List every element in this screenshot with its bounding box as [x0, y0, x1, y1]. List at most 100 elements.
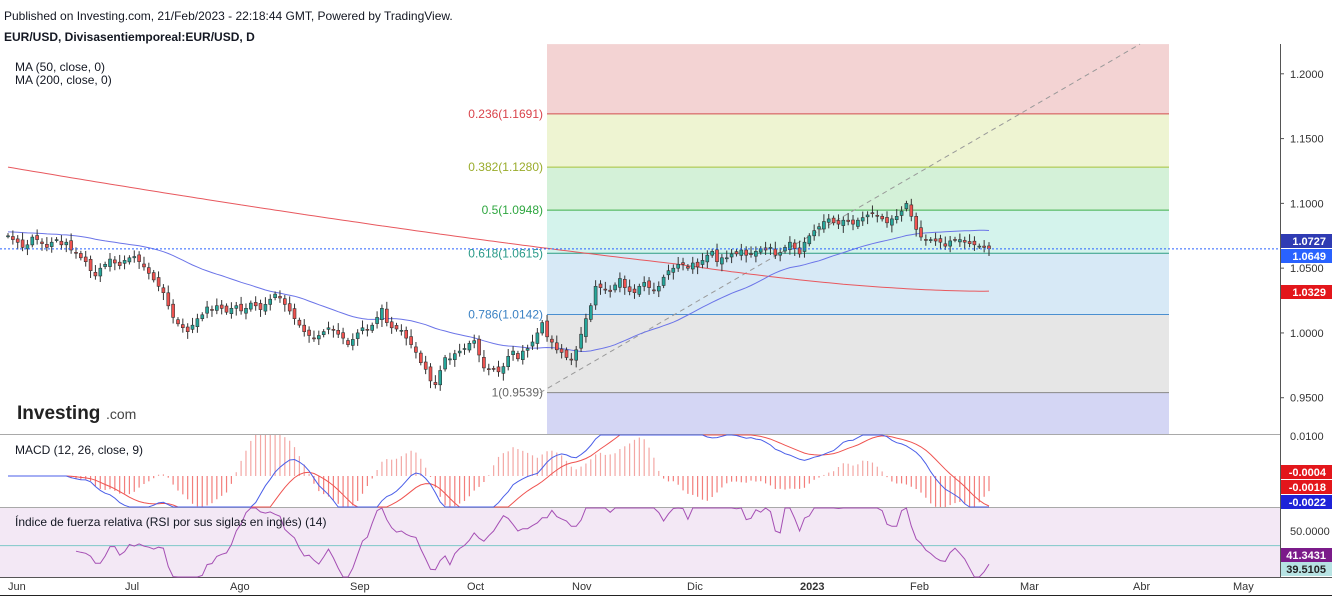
candle-body — [899, 210, 904, 216]
candle-body — [137, 254, 141, 262]
candle-body — [74, 252, 78, 254]
price-tick-label: 0.9500 — [1290, 393, 1324, 405]
candle-body — [754, 251, 758, 257]
candle-body — [972, 240, 977, 246]
candle-body — [380, 307, 384, 320]
candle-body — [321, 331, 326, 336]
candle-body — [418, 352, 423, 364]
symbol-title: EUR/USD, Divisasentiemporeal:EUR/USD, D — [4, 30, 255, 44]
candle-body — [569, 358, 574, 361]
ma200-legend[interactable]: MA (200, close, 0) — [15, 73, 112, 87]
candle-body — [705, 254, 710, 263]
candle-body — [788, 241, 792, 250]
rsi-tick-label: 50.0000 — [1290, 526, 1330, 538]
candle-body — [865, 214, 870, 218]
rsi-legend[interactable]: Índice de fuerza relativa (RSI por sus s… — [15, 514, 326, 529]
candle-body — [49, 241, 54, 247]
ma50-path — [7, 229, 990, 353]
candle-body — [83, 256, 88, 262]
candle-body — [316, 335, 321, 340]
candle-body — [147, 267, 151, 274]
candle-body — [93, 271, 98, 277]
ma200-path — [7, 166, 990, 292]
candle-body — [25, 244, 30, 250]
time-tick-label: Sep — [350, 581, 370, 593]
candle-body — [438, 370, 443, 386]
fib-zone — [547, 314, 1169, 393]
candle-body — [195, 318, 200, 328]
candle-body — [113, 259, 117, 264]
candle-body — [161, 287, 166, 293]
candle-body — [287, 303, 292, 312]
candle-body — [88, 258, 93, 271]
price-badges: 1.0727 1.0649 1.0329 -0.0004 -0.0018 -0.0022 4… — [1281, 234, 1332, 576]
candle-body — [448, 358, 452, 361]
candle-body — [511, 350, 515, 356]
candle-body — [312, 337, 316, 340]
candle-body — [530, 341, 535, 347]
candle-body — [409, 336, 413, 345]
candle-body — [79, 253, 83, 259]
fib-zone — [547, 210, 1169, 254]
macd-signal-line — [8, 434, 990, 508]
candle-body — [690, 262, 695, 270]
candle-body — [6, 235, 10, 238]
candle-body — [117, 261, 122, 266]
price-tick-label: 1.0000 — [1290, 328, 1324, 340]
macd-legend[interactable]: MACD (12, 26, close, 9) — [15, 443, 143, 457]
candle-body — [647, 280, 651, 288]
candle-body — [423, 361, 428, 370]
fib-level-label: 0.786(1.0142) — [468, 308, 543, 322]
candle-body — [724, 257, 729, 260]
candle-body — [350, 339, 355, 346]
published-note: Published on Investing.com, 21/Feb/2023 … — [4, 9, 453, 23]
macd-line — [8, 434, 989, 508]
candle-body — [501, 366, 506, 374]
last-price-badge-bg — [1281, 249, 1332, 263]
macd-badge-2: -0.0018 — [1289, 482, 1326, 494]
candle-body — [846, 219, 851, 222]
candle-body — [326, 327, 331, 330]
candle-body — [579, 333, 583, 349]
candle-body — [933, 238, 938, 242]
candle-body — [671, 267, 676, 273]
fib-trend-line — [539, 43, 1141, 394]
candle-body — [652, 289, 656, 292]
candle-body — [171, 303, 175, 318]
time-tick-label: Abr — [1133, 581, 1150, 593]
candle-body — [836, 220, 841, 225]
time-axis: Jun Jul Ago Sep Oct Nov Dic 2023 Feb Mar Abr May — [8, 581, 1254, 593]
candle-body — [797, 247, 802, 255]
candle-body — [486, 368, 491, 371]
candle-body — [457, 350, 462, 354]
fib-zone — [547, 253, 1169, 315]
candle-body — [331, 328, 336, 331]
candle-body — [273, 293, 277, 299]
candle-body — [15, 238, 20, 243]
candle-body — [720, 257, 724, 265]
fibonacci-retracement[interactable]: 0.236(1.1691) 0.382(1.1280) 0.5(1.0948) 0.6… — [468, 43, 1169, 434]
candle-body — [302, 324, 307, 333]
candle-body — [676, 263, 681, 269]
ma50-badge: 1.0727 — [1292, 236, 1326, 248]
ma50-legend[interactable]: MA (50, close, 0) — [15, 60, 105, 74]
candle-body — [574, 349, 579, 361]
candle-body — [914, 216, 919, 230]
candle-body — [642, 282, 647, 287]
candle-body — [278, 296, 282, 299]
candle-body — [695, 261, 700, 268]
candle-body — [414, 346, 418, 353]
macd-badge-1: -0.0004 — [1289, 467, 1327, 479]
candle-body — [535, 332, 540, 344]
candle-body — [618, 278, 622, 288]
candle-body — [977, 245, 982, 248]
candle-body — [229, 307, 234, 314]
candle-body — [967, 241, 972, 244]
candle-body — [894, 216, 899, 221]
candle-body — [710, 251, 715, 256]
candle-body — [151, 272, 156, 281]
ma200-badge-bg — [1281, 285, 1332, 299]
candle-body — [554, 342, 559, 351]
rsi-badge: 41.3431 — [1286, 550, 1326, 562]
